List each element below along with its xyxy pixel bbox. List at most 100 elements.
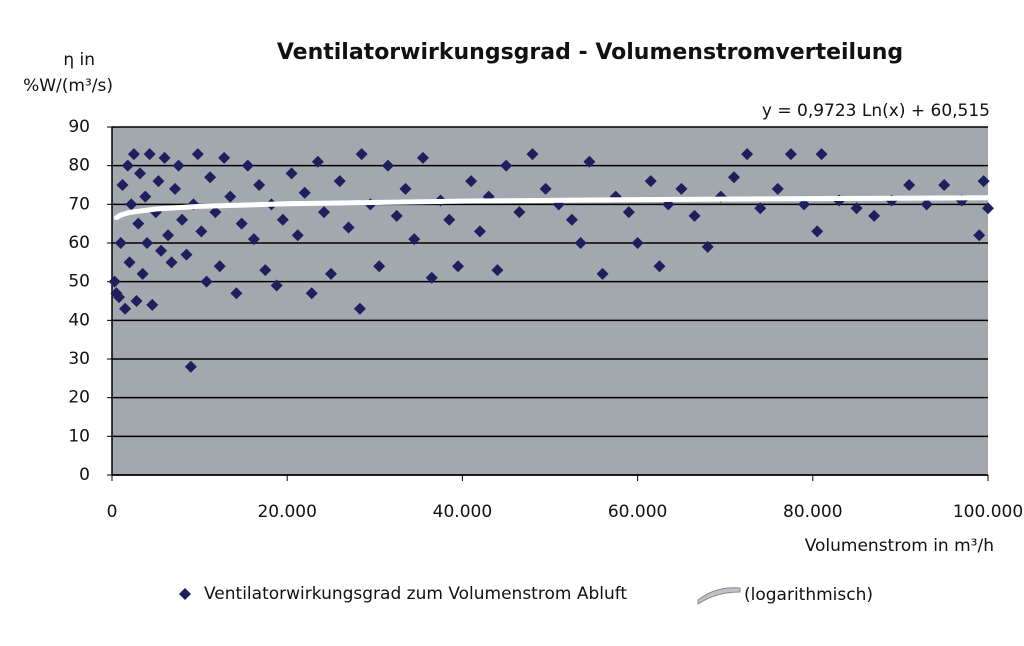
data-point	[850, 202, 863, 215]
trend-equation: y = 0,9723 Ln(x) + 60,515	[762, 101, 990, 121]
data-point	[152, 175, 165, 188]
data-point	[526, 148, 539, 161]
data-point	[675, 182, 688, 195]
data-point	[230, 287, 243, 300]
data-point	[139, 190, 152, 203]
y-tick-label: 70	[68, 194, 90, 214]
x-axis-label: Volumenstrom in m³/h	[805, 536, 994, 556]
data-point	[241, 159, 254, 172]
data-point	[355, 148, 368, 161]
data-point	[155, 244, 168, 257]
data-point	[565, 213, 578, 226]
data-point	[491, 264, 504, 277]
data-point	[270, 279, 283, 292]
data-point	[381, 159, 394, 172]
data-point	[200, 275, 213, 288]
data-point	[127, 148, 140, 161]
data-point	[920, 198, 933, 211]
data-point	[701, 240, 714, 253]
y-tick-label: 60	[68, 233, 90, 253]
data-point	[224, 190, 237, 203]
data-point	[815, 148, 828, 161]
data-point	[631, 237, 644, 249]
y-tick-label: 40	[68, 310, 90, 330]
data-point	[298, 186, 311, 199]
x-tick-label: 20.000	[257, 502, 316, 522]
data-point	[247, 233, 260, 246]
data-point	[425, 271, 438, 284]
data-point	[754, 202, 767, 215]
data-point	[741, 148, 754, 161]
data-point	[333, 175, 346, 188]
legend-marker	[179, 588, 191, 600]
data-point	[473, 225, 486, 238]
data-point	[180, 248, 193, 261]
data-point	[209, 206, 222, 219]
y-tick-label: 30	[68, 349, 90, 369]
data-point	[119, 302, 132, 315]
x-tick-label: 100.000	[953, 502, 1023, 522]
data-point	[771, 182, 784, 195]
data-point	[977, 175, 990, 188]
data-point	[191, 148, 204, 161]
data-point	[136, 267, 149, 280]
data-point	[114, 237, 127, 249]
legend-label: (logarithmisch)	[744, 585, 873, 605]
data-point	[125, 198, 138, 211]
data-point	[291, 229, 304, 242]
data-point	[172, 159, 185, 172]
x-tick-label: 40.000	[433, 502, 492, 522]
data-point	[574, 237, 587, 249]
x-tick-label: 0	[107, 502, 118, 522]
data-point	[644, 175, 657, 188]
data-point	[325, 267, 337, 280]
data-point	[259, 264, 272, 277]
data-point	[169, 182, 182, 195]
data-point	[158, 151, 171, 164]
data-point	[342, 221, 355, 234]
data-point	[311, 155, 324, 168]
data-point	[513, 206, 526, 219]
data-point	[213, 260, 226, 273]
data-point	[317, 206, 330, 219]
data-point	[143, 148, 156, 161]
data-point	[121, 159, 134, 172]
data-point	[903, 179, 916, 191]
legend-marker	[697, 587, 741, 605]
data-point	[539, 182, 552, 195]
data-point	[982, 202, 994, 215]
data-point	[727, 171, 740, 184]
data-point	[253, 179, 266, 191]
x-tick-label: 80.000	[783, 502, 842, 522]
data-point	[285, 167, 298, 180]
data-point	[973, 229, 986, 242]
data-point	[373, 260, 386, 273]
data-point	[165, 256, 178, 269]
data-point	[141, 237, 154, 249]
data-point	[583, 155, 596, 168]
y-tick-label: 20	[68, 388, 90, 408]
x-tick-label: 60.000	[608, 502, 667, 522]
data-point	[204, 171, 217, 184]
data-point	[176, 213, 189, 226]
y-axis-label: %W/(m³/s)	[23, 76, 113, 96]
data-point	[108, 275, 121, 288]
chart-title: Ventilatorwirkungsgrad - Volumenstromver…	[277, 40, 903, 65]
data-point	[305, 287, 318, 300]
data-point	[130, 295, 143, 307]
data-point	[408, 233, 421, 246]
y-tick-label: 80	[68, 156, 90, 176]
data-point	[798, 198, 811, 211]
y-axis-label: η in	[63, 50, 95, 70]
data-point	[688, 209, 701, 222]
data-point	[399, 182, 412, 195]
data-point	[353, 302, 366, 315]
plot-area	[112, 127, 988, 475]
data-point	[184, 360, 197, 373]
data-point	[235, 217, 248, 230]
data-point	[276, 213, 289, 226]
data-point	[653, 260, 666, 273]
data-point	[868, 209, 881, 222]
y-tick-label: 50	[68, 272, 90, 292]
